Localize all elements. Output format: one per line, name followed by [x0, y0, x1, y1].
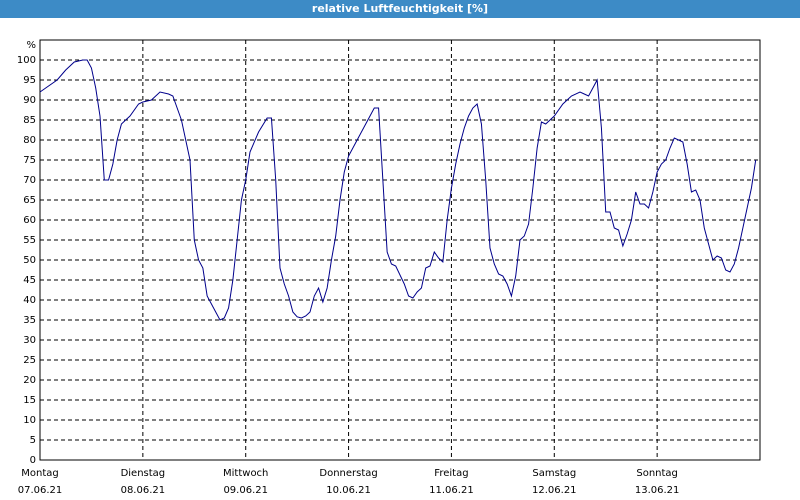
- y-tick-label: 40: [23, 295, 36, 306]
- y-axis-label: %: [26, 40, 36, 51]
- y-tick-label: 20: [23, 375, 36, 386]
- x-tick-label: Mittwoch: [223, 468, 268, 479]
- y-tick-label: 0: [30, 455, 36, 466]
- x-tick-date: 08.06.21: [121, 485, 166, 496]
- x-tick-date: 13.06.21: [635, 485, 680, 496]
- x-tick-label: Dienstag: [121, 468, 166, 479]
- y-tick-label: 10: [23, 415, 36, 426]
- y-tick-label: 60: [23, 215, 36, 226]
- plot-area: [39, 39, 761, 461]
- y-tick-label: 55: [23, 235, 36, 246]
- x-tick-date: 09.06.21: [223, 485, 268, 496]
- y-tick-label: 85: [23, 115, 36, 126]
- x-tick-date: 12.06.21: [532, 485, 577, 496]
- y-tick-label: 75: [23, 155, 36, 166]
- x-tick-label: Montag: [21, 468, 58, 479]
- y-tick-label: 100: [17, 55, 36, 66]
- x-tick-date: 11.06.21: [429, 485, 474, 496]
- y-tick-label: 65: [23, 195, 36, 206]
- y-tick-label: 70: [23, 175, 36, 186]
- y-tick-label: 95: [23, 75, 36, 86]
- x-tick-label: Donnerstag: [319, 468, 377, 479]
- x-tick-date: 07.06.21: [18, 485, 63, 496]
- y-tick-label: 25: [23, 355, 36, 366]
- y-tick-label: 35: [23, 315, 36, 326]
- x-tick-label: Samstag: [532, 468, 576, 479]
- x-tick-label: Freitag: [434, 468, 468, 479]
- title-bar: [0, 0, 800, 18]
- y-tick-label: 90: [23, 95, 36, 106]
- chart-title: relative Luftfeuchtigkeit [%]: [312, 2, 488, 15]
- plot-frame: [39, 39, 761, 461]
- y-tick-label: 45: [23, 275, 36, 286]
- y-tick-label: 80: [23, 135, 36, 146]
- y-tick-label: 5: [30, 435, 36, 446]
- y-tick-label: 50: [23, 255, 36, 266]
- x-tick-date: 10.06.21: [326, 485, 371, 496]
- y-tick-label: 15: [23, 395, 36, 406]
- y-tick-label: 30: [23, 335, 36, 346]
- x-tick-label: Sonntag: [636, 468, 678, 479]
- data-line: [39, 59, 757, 321]
